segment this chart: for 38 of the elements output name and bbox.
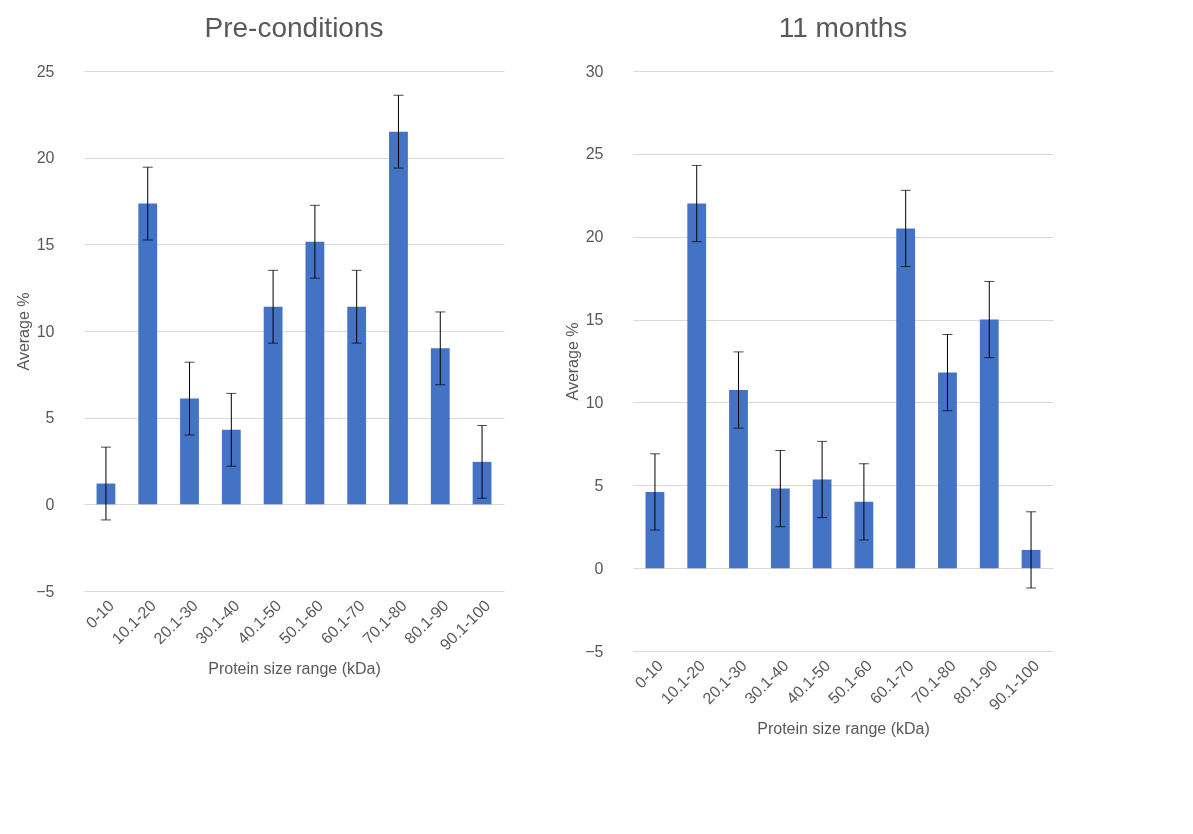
y-tick-label: 15 bbox=[585, 311, 604, 329]
bar bbox=[389, 131, 408, 505]
chart-title: Pre-conditions bbox=[204, 12, 384, 43]
y-tick-label: 5 bbox=[45, 409, 55, 427]
y-tick-label: 25 bbox=[585, 145, 604, 163]
y-tick-label: 25 bbox=[36, 62, 55, 80]
bar bbox=[347, 306, 367, 505]
bar bbox=[305, 241, 325, 505]
y-tick-label: 5 bbox=[594, 476, 604, 494]
y-tick-label: 0 bbox=[594, 559, 604, 577]
y-tick-label: −5 bbox=[585, 642, 604, 660]
y-tick-label: 0 bbox=[45, 495, 55, 513]
bar bbox=[138, 203, 158, 505]
y-tick-label: 10 bbox=[36, 322, 55, 340]
chart-title: 11 months bbox=[778, 12, 908, 43]
x-axis-title: Protein size range (kDa) bbox=[757, 720, 930, 738]
bar bbox=[938, 372, 957, 569]
bar bbox=[180, 398, 199, 505]
y-tick-label: 20 bbox=[585, 228, 604, 246]
bar bbox=[430, 348, 450, 505]
bar bbox=[645, 491, 665, 569]
bar bbox=[687, 203, 707, 569]
x-axis-title: Protein size range (kDa) bbox=[208, 660, 381, 678]
y-axis-title: Average % bbox=[564, 322, 582, 401]
bar bbox=[221, 429, 241, 505]
bar bbox=[770, 488, 790, 569]
bar bbox=[896, 228, 916, 569]
bar bbox=[812, 479, 832, 569]
bar bbox=[729, 390, 748, 569]
y-tick-label: 30 bbox=[585, 62, 604, 80]
y-axis-title: Average % bbox=[15, 292, 33, 371]
bar bbox=[854, 501, 874, 569]
bar bbox=[979, 319, 999, 569]
y-tick-label: 10 bbox=[585, 393, 604, 411]
bar bbox=[263, 306, 283, 505]
y-tick-label: 15 bbox=[36, 235, 55, 253]
y-tick-label: −5 bbox=[36, 582, 55, 600]
y-tick-label: 20 bbox=[36, 149, 55, 167]
